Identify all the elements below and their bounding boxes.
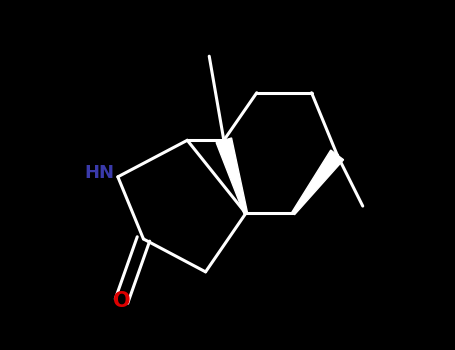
Text: O: O bbox=[113, 291, 130, 311]
Polygon shape bbox=[216, 138, 248, 214]
Polygon shape bbox=[292, 150, 344, 215]
Text: HN: HN bbox=[84, 164, 114, 182]
